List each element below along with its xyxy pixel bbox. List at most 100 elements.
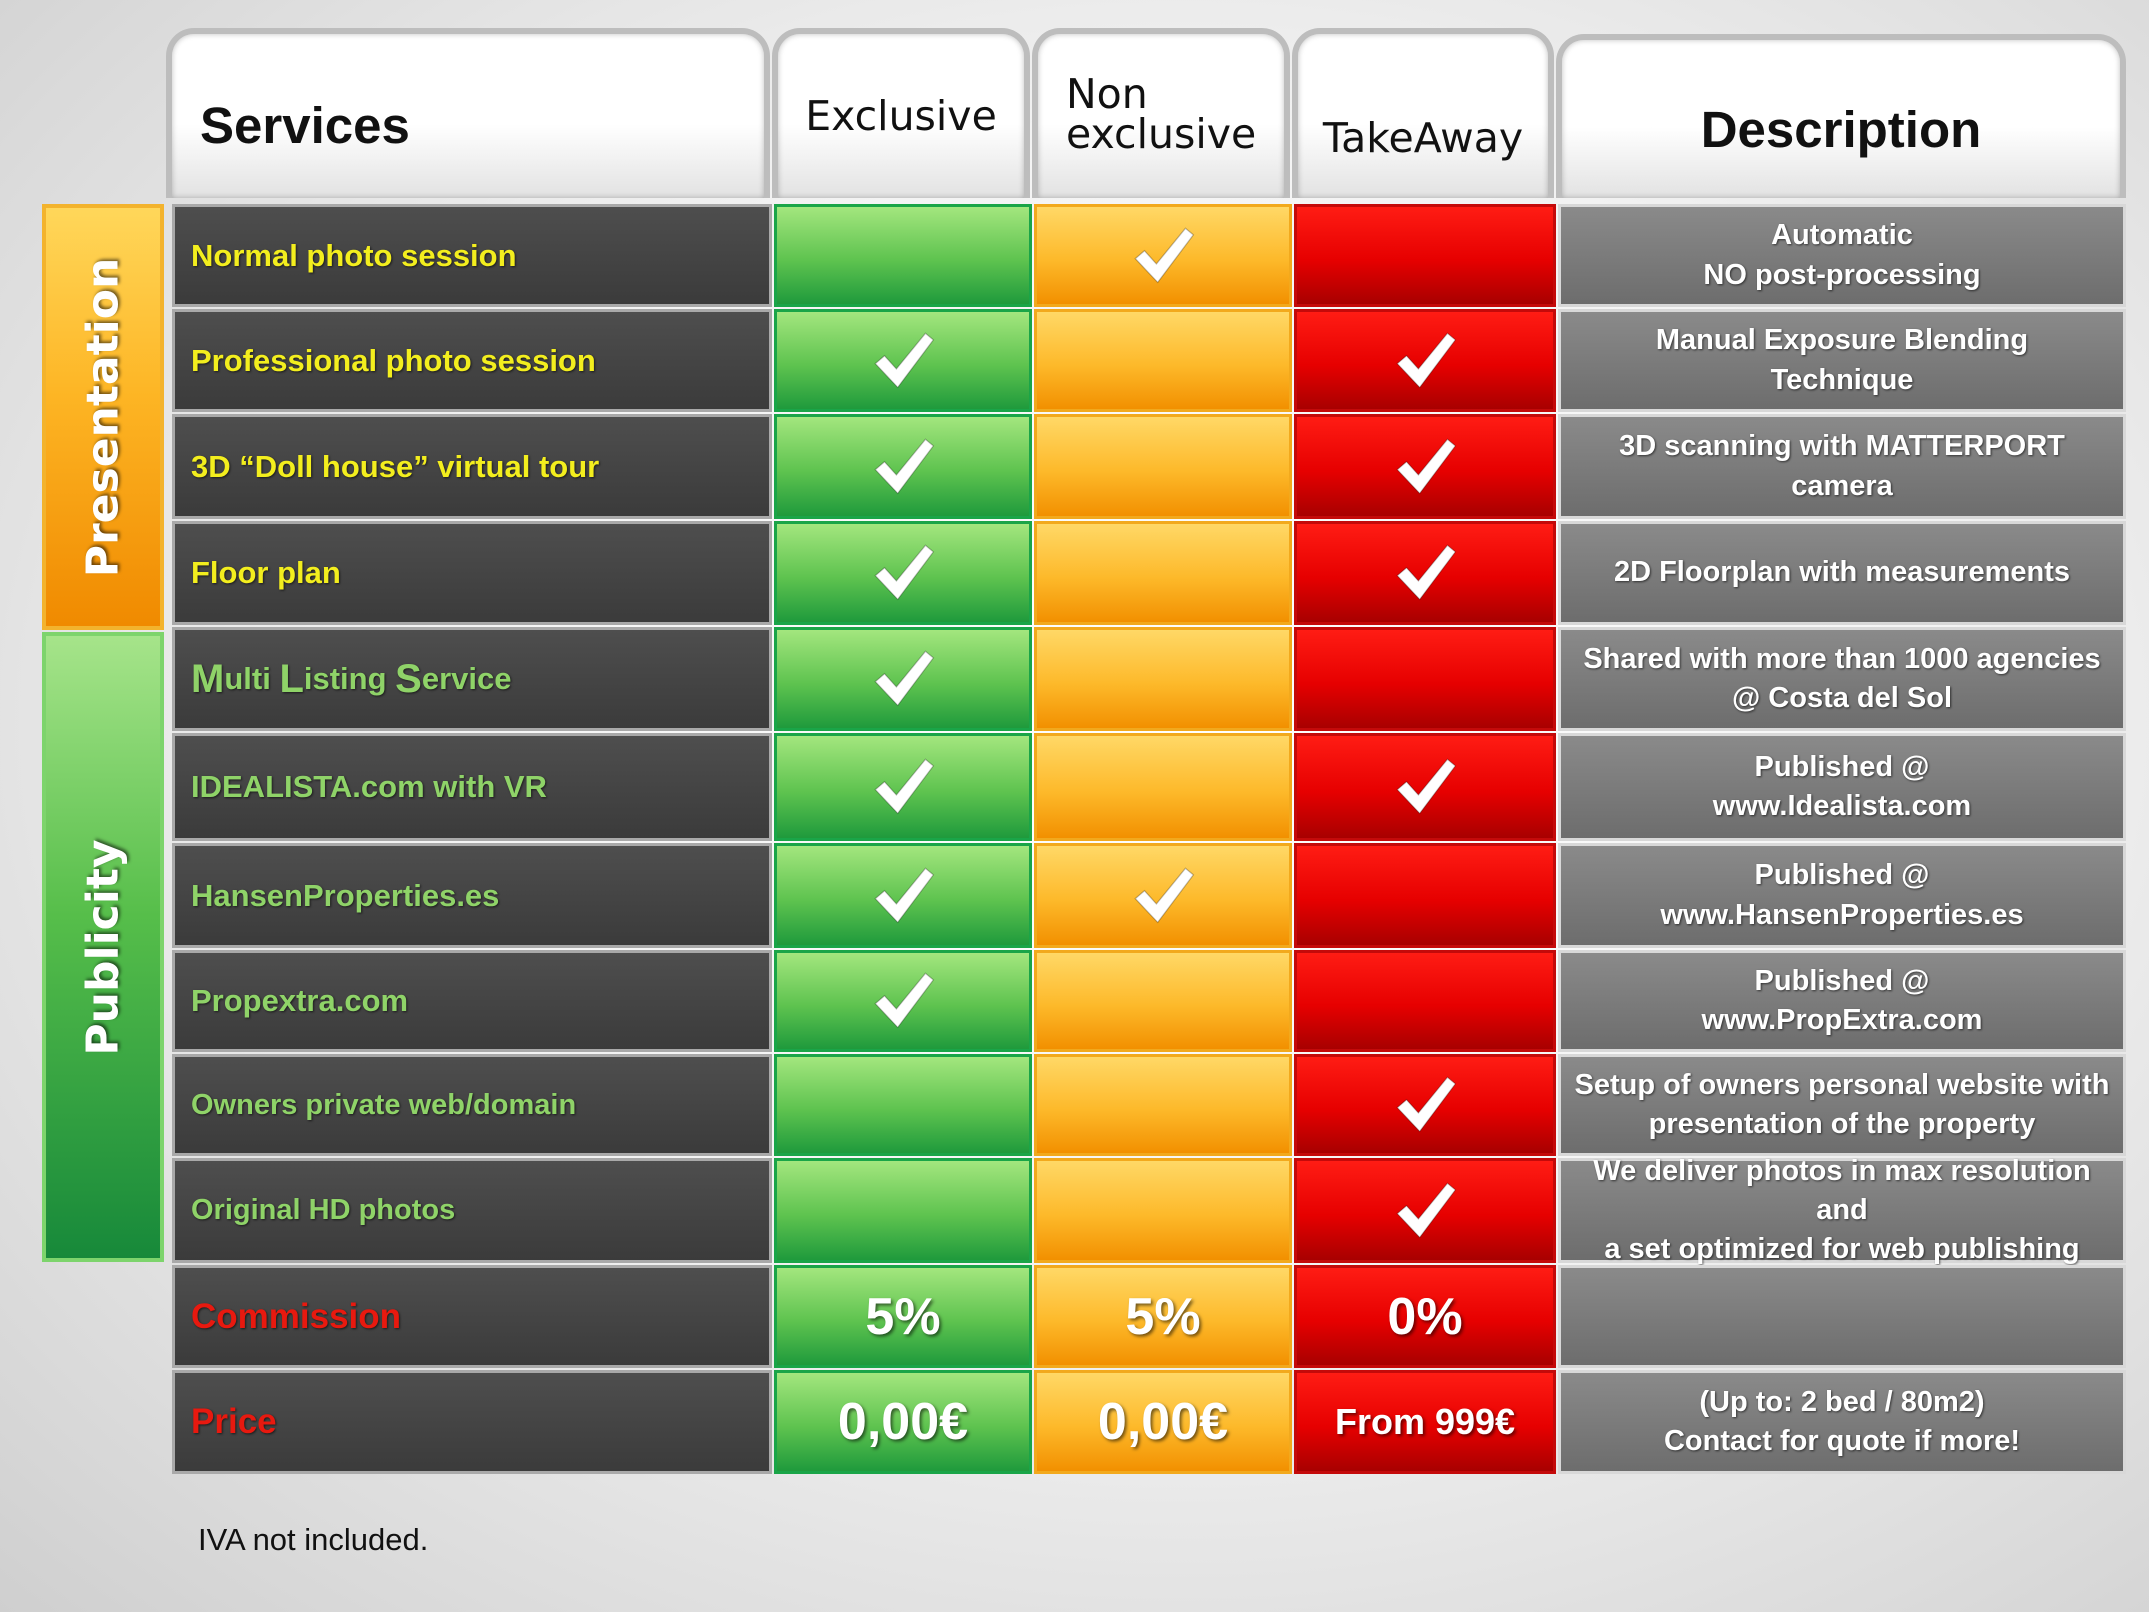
- takeaway-cell: [1294, 309, 1556, 412]
- description-text: Setup of owners personal website with pre…: [1575, 1066, 2110, 1144]
- service-name-cell: Normal photo session: [172, 204, 772, 307]
- description-line: 3D scanning with MATTERPORT: [1619, 430, 2065, 463]
- non-exclusive-header: Non exclusive: [1032, 28, 1290, 198]
- commission-value: 0%: [1387, 1287, 1463, 1346]
- checkmark-icon: [874, 758, 935, 815]
- description-cell: Automatic NO post-processing: [1558, 204, 2126, 307]
- exclusive-cell: [774, 414, 1032, 519]
- checkmark-icon: [1396, 1181, 1457, 1238]
- commission-label-cell: Commission: [172, 1265, 772, 1368]
- description-text: (Up to: 2 bed / 80m2) Contact for quote i…: [1664, 1383, 2020, 1461]
- exclusive-header: Exclusive: [772, 28, 1030, 198]
- commission-takeaway-cell: 0%: [1294, 1265, 1556, 1368]
- description-line: www.Idealista.com: [1712, 790, 1972, 822]
- description-line: presentation of the property: [1648, 1108, 2036, 1140]
- service-name-part: ervice: [421, 661, 512, 696]
- takeaway-cell: [1294, 521, 1556, 625]
- description-line: @ Costa del Sol: [1731, 682, 1953, 714]
- price-value: 0,00€: [1097, 1393, 1229, 1451]
- takeaway-header-label: TakeAway: [1322, 114, 1524, 162]
- price-label-cell: Price: [172, 1370, 772, 1474]
- service-name: HansenProperties.es: [191, 877, 500, 913]
- description-line: Setup of owners personal website with: [1574, 1068, 2110, 1101]
- checkmark-icon: [1396, 544, 1457, 601]
- description-text: 3D scanning with MATTERPORT camera: [1619, 427, 2065, 505]
- checkmark-icon: [874, 866, 935, 923]
- description-cell: Shared with more than 1000 agencies @ Cos…: [1558, 627, 2126, 731]
- service-name-cell: Floor plan: [172, 521, 772, 625]
- exclusive-cell: [774, 843, 1032, 948]
- description-text: Manual Exposure Blending Technique: [1656, 321, 2028, 399]
- checkmark-icon: [874, 544, 935, 601]
- non-exclusive-cell: [1034, 627, 1292, 731]
- checkmark-icon: [874, 972, 935, 1029]
- presentation-section-label: Presentation: [77, 257, 129, 577]
- price-description-cell: (Up to: 2 bed / 80m2) Contact for quote i…: [1558, 1370, 2126, 1474]
- non-exclusive-header-line1: Non: [1066, 70, 1148, 118]
- description-cell: Published @ www.HansenProperties.es: [1558, 843, 2126, 948]
- takeaway-cell: [1294, 950, 1556, 1052]
- description-text: We deliver photos in max resolution and a…: [1567, 1152, 2117, 1269]
- commission-description-cell: [1558, 1265, 2126, 1368]
- takeaway-cell: [1294, 733, 1556, 841]
- service-name-cell: Original HD photos: [172, 1158, 772, 1263]
- description-line: (Up to: 2 bed / 80m2): [1699, 1385, 1985, 1418]
- presentation-section: Presentation: [42, 204, 164, 630]
- commission-value: 5%: [1125, 1287, 1201, 1346]
- price-value: 0,00€: [837, 1393, 969, 1451]
- non-exclusive-cell: [1034, 521, 1292, 625]
- description-line: 2D Floorplan with measurements: [1613, 556, 2071, 589]
- non-exclusive-cell: [1034, 733, 1292, 841]
- checkmark-icon: [874, 437, 935, 494]
- description-line: Contact for quote if more!: [1663, 1425, 2021, 1457]
- price-exclusive-cell: 0,00€: [774, 1370, 1032, 1474]
- description-line: a set optimized for web publishing: [1604, 1233, 2080, 1266]
- description-text: Automatic NO post-processing: [1703, 216, 1980, 294]
- takeaway-cell: [1294, 1158, 1556, 1263]
- checkmark-icon: [874, 650, 935, 707]
- non-exclusive-cell: [1034, 1158, 1292, 1263]
- services-header: Services: [166, 28, 770, 198]
- service-name-part: isting: [303, 661, 396, 696]
- non-exclusive-cell: [1034, 309, 1292, 412]
- description-line: Published @: [1754, 859, 1930, 892]
- service-name: Floor plan: [191, 555, 341, 590]
- service-name-part: M: [191, 656, 225, 701]
- commission-exclusive-cell: 5%: [774, 1265, 1032, 1368]
- takeaway-cell: [1294, 414, 1556, 519]
- takeaway-cell: [1294, 1054, 1556, 1156]
- description-line: camera: [1791, 469, 1893, 502]
- exclusive-cell: [774, 204, 1032, 307]
- checkmark-icon: [1396, 758, 1457, 815]
- non-exclusive-cell: [1034, 204, 1292, 307]
- price-label: Price: [191, 1402, 277, 1441]
- exclusive-cell: [774, 309, 1032, 412]
- takeaway-cell: [1294, 843, 1556, 948]
- description-cell: 2D Floorplan with measurements: [1558, 521, 2126, 625]
- service-name-part: L: [279, 656, 304, 701]
- publicity-section: Publicity: [42, 632, 164, 1262]
- exclusive-cell: [774, 627, 1032, 731]
- description-cell: We deliver photos in max resolution and a…: [1558, 1155, 2126, 1265]
- service-name: Normal photo session: [191, 237, 517, 273]
- checkmark-icon: [1134, 866, 1195, 923]
- description-text: Shared with more than 1000 agencies @ Cos…: [1583, 640, 2100, 718]
- exclusive-cell: [774, 733, 1032, 841]
- non-exclusive-cell: [1034, 414, 1292, 519]
- non-exclusive-cell: [1034, 843, 1292, 948]
- checkmark-icon: [1396, 1076, 1457, 1133]
- exclusive-cell: [774, 950, 1032, 1052]
- description-line: Shared with more than 1000 agencies: [1583, 642, 2101, 675]
- description-cell: 3D scanning with MATTERPORT camera: [1558, 414, 2126, 519]
- description-header-label: Description: [1700, 101, 1982, 158]
- description-text: 2D Floorplan with measurements: [1614, 553, 2070, 592]
- services-header-label: Services: [200, 97, 410, 154]
- footnote: IVA not included.: [198, 1522, 429, 1557]
- description-text: Published @ www.Idealista.com: [1713, 748, 1971, 826]
- commission-value: 5%: [865, 1287, 941, 1346]
- description-line: Technique: [1770, 363, 1914, 396]
- service-name: Professional photo session: [191, 342, 596, 378]
- service-name-cell: HansenProperties.es: [172, 843, 772, 948]
- service-name: 3D “Doll house” virtual tour: [191, 448, 600, 484]
- exclusive-header-label: Exclusive: [805, 92, 997, 140]
